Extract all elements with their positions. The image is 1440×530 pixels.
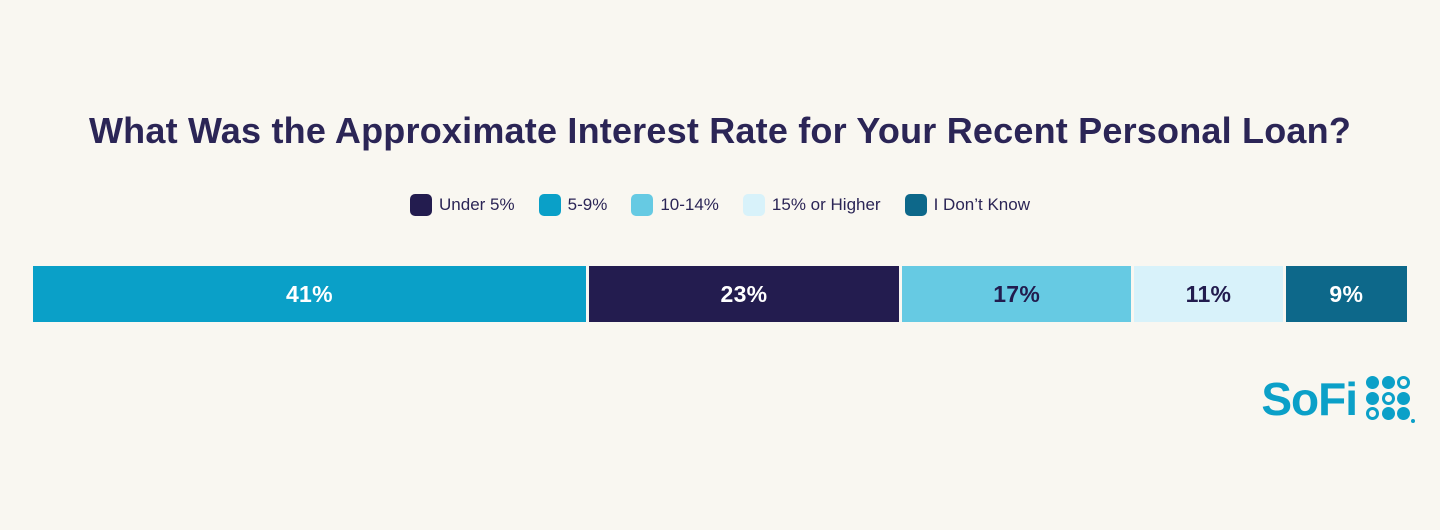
sofi-logo: SoFi (1261, 373, 1415, 425)
sofi-logo-text: SoFi (1261, 373, 1358, 425)
logo-dot-outline (1397, 376, 1410, 389)
logo-dot-filled (1397, 391, 1410, 405)
legend-item-10-14: 10-14% (631, 194, 719, 216)
legend: Under 5% 5-9% 10-14% 15% or Higher I Don’t K… (0, 194, 1440, 216)
legend-item-label: 15% or Higher (771, 195, 881, 214)
sofi-logo-trademark-dot (1411, 419, 1415, 423)
stacked-bar: 41% 23% 17% 11% 9% (33, 266, 1407, 322)
legend-color-chip (538, 194, 561, 216)
legend-item-label: Under 5% (439, 195, 515, 214)
legend-color-chip (904, 194, 927, 216)
legend-item-label: I Don’t Know (933, 195, 1030, 214)
legend-item-i-don-t-know: I Don’t Know (904, 194, 1030, 216)
legend-color-chip (631, 194, 654, 216)
legend-item-5-9: 5-9% (538, 194, 608, 216)
legend-item-label: 10-14% (660, 195, 719, 214)
legend-color-chip (742, 194, 765, 216)
logo-dot-filled (1381, 407, 1395, 420)
bar-segment-15-or-higher: 11% (1134, 266, 1283, 322)
bar-segment-under-5: 23% (588, 266, 900, 322)
bar-segment-i-don-t-know: 9% (1285, 266, 1407, 322)
bar-segment-value: 9% (1329, 280, 1364, 307)
sofi-logo-dots-icon (1366, 376, 1415, 423)
bar-segment-value: 17% (993, 280, 1041, 307)
logo-dot-outline (1366, 407, 1379, 420)
bar-segment-value: 23% (720, 280, 768, 307)
logo-dot-filled (1397, 407, 1410, 420)
logo-dot-outline (1381, 391, 1395, 405)
bar-segment-value: 41% (285, 280, 333, 307)
bar-segment-10-14: 17% (902, 266, 1132, 322)
bar-segment-5-9: 41% (33, 266, 586, 322)
legend-item-15-or-higher: 15% or Higher (742, 194, 881, 216)
legend-item-label: 5-9% (567, 195, 608, 214)
logo-dot-filled (1366, 376, 1379, 389)
logo-dot-filled (1366, 391, 1379, 405)
legend-color-chip (410, 194, 433, 216)
logo-dot-filled (1381, 376, 1395, 389)
bar-segment-value: 11% (1185, 280, 1232, 307)
legend-item-under-5: Under 5% (410, 194, 515, 216)
chart-title: What Was the Approximate Interest Rate f… (88, 110, 1352, 151)
